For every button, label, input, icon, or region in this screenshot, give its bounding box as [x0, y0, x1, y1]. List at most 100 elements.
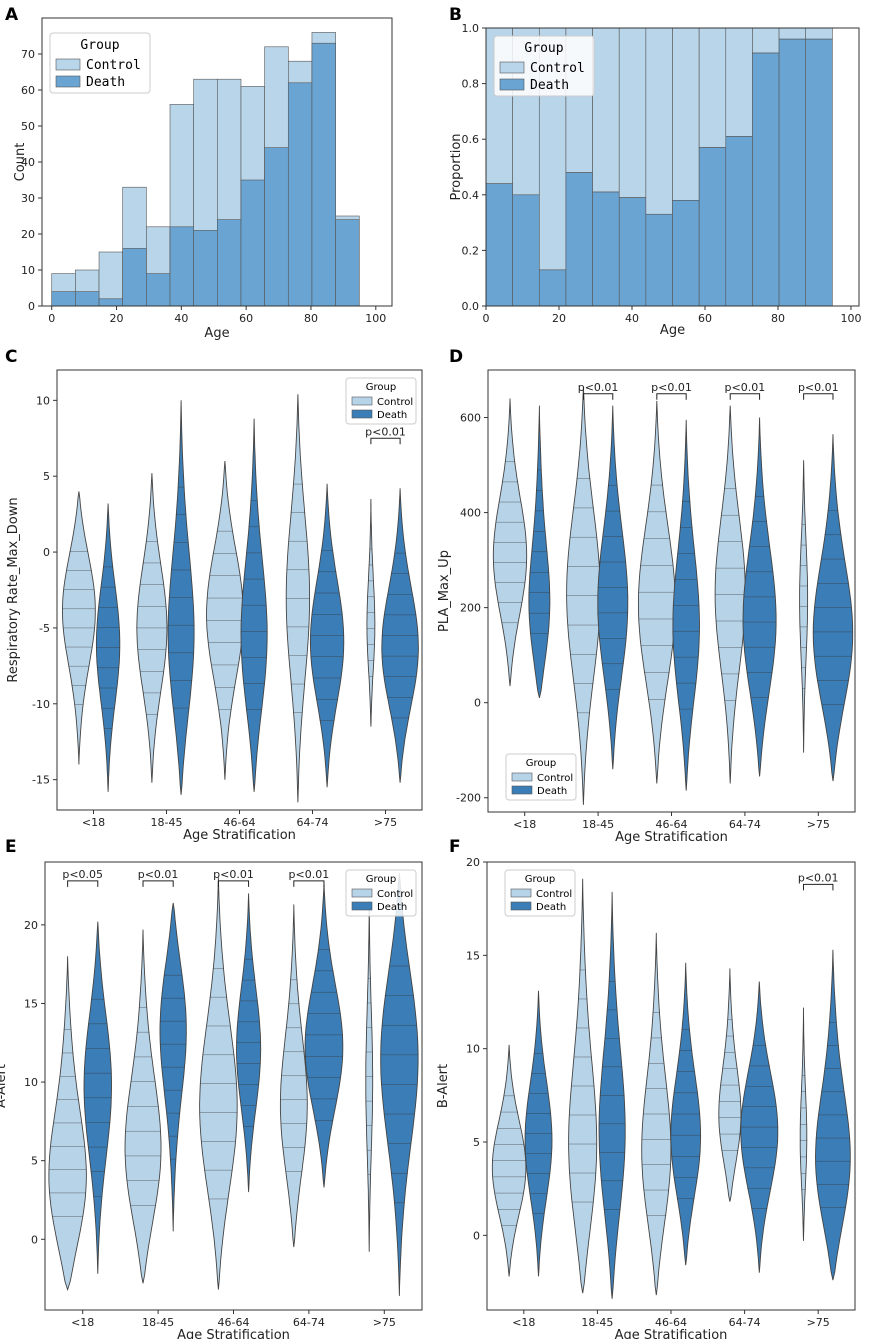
significance-bracket	[656, 393, 687, 400]
panel-b: B 0 20 40 60 80 100 0.0 0.2 0.4 0.6 0.8 1.0 Age Propor…	[449, 5, 861, 338]
y-tick-label: 0	[31, 1233, 38, 1246]
panel-f: Fp<0.01 <18 18-45 46-64 64-74 >75 0 5 10 15 20 Age …	[436, 837, 856, 1339]
x-tick-label: 46-64	[655, 1316, 687, 1329]
x-tick-label: 40	[625, 312, 639, 325]
legend-swatch-death	[55, 75, 81, 88]
x-axis-label: Age Stratification	[615, 1328, 728, 1339]
x-tick-label: 64-74	[729, 1316, 761, 1329]
x-axis-label: Age	[660, 323, 685, 338]
y-tick-label: 20	[24, 919, 38, 932]
y-tick-label: 0.6	[462, 133, 480, 146]
legend-label-control: Control	[536, 889, 572, 900]
panel-d: Dp<0.01 p<0.01 p<0.01 p<0.01 <18 18-45 46-64 64…	[437, 347, 856, 845]
bar-control	[645, 27, 673, 215]
significance-label: p<0.05	[62, 868, 103, 881]
bar-death	[565, 172, 593, 307]
bar-control	[698, 27, 727, 148]
bar-death	[146, 273, 171, 307]
x-tick-label: 80	[771, 312, 785, 325]
legend-title: Group	[525, 874, 555, 885]
bar-death	[485, 183, 513, 307]
y-tick-label: 400	[460, 507, 481, 520]
y-tick-label: 10	[36, 394, 50, 407]
y-tick-label: 5	[43, 470, 50, 483]
panel-label-f: F	[449, 837, 461, 857]
bar-death	[538, 269, 567, 307]
x-tick-label: 100	[365, 312, 386, 325]
legend-label-control: Control	[377, 889, 413, 900]
x-tick-label: 60	[239, 312, 253, 325]
bar-control	[672, 27, 700, 201]
y-tick-label: 20	[466, 856, 480, 869]
x-tick-label: <18	[82, 816, 105, 829]
bar-death	[672, 200, 700, 307]
y-tick-label: 60	[21, 84, 35, 97]
x-tick-label: 64-74	[297, 816, 329, 829]
bar-control	[592, 27, 620, 193]
y-tick-label: -5	[39, 622, 50, 635]
bar-control	[725, 27, 753, 137]
y-tick-label: -200	[456, 792, 481, 805]
significance-label: p<0.01	[798, 381, 839, 394]
y-axis-label: Respiratory Rate_Max_Down	[6, 497, 21, 682]
legend-label-death: Death	[530, 78, 569, 93]
y-tick-label: 0.2	[462, 244, 480, 257]
y-tick-label: 0	[43, 546, 50, 559]
bar-death	[698, 147, 727, 307]
y-tick-label: 0	[473, 1229, 480, 1242]
bar-death	[122, 248, 147, 307]
legend-swatch-control	[510, 888, 532, 898]
y-tick-label: 0	[28, 300, 35, 313]
y-tick-label: 600	[460, 412, 481, 425]
bar-control	[778, 27, 807, 40]
legend-label-control: Control	[86, 58, 141, 73]
legend-swatch-control	[499, 61, 525, 74]
legend-label-control: Control	[377, 397, 413, 408]
y-tick-label: 10	[466, 1043, 480, 1056]
legend-title: Group	[366, 382, 396, 393]
x-tick-label: <18	[71, 1316, 94, 1329]
bar-death	[240, 179, 265, 307]
x-tick-label: 80	[304, 312, 318, 325]
y-tick-label: 0.4	[462, 189, 480, 202]
y-tick-label: 70	[21, 48, 35, 61]
y-tick-label: 40	[21, 156, 35, 169]
legend-swatch-death	[351, 901, 373, 911]
axes-frame	[485, 27, 860, 307]
bar-death	[592, 191, 620, 307]
panel-label-b: B	[449, 5, 462, 25]
bar-death	[75, 291, 100, 307]
legend-title: Group	[524, 41, 563, 56]
panel-label-a: A	[5, 5, 19, 25]
y-tick-label: -10	[32, 698, 50, 711]
y-tick-label: 0.0	[462, 300, 480, 313]
panel-a: A 0 20 40 60 80 100 0 10 20 30 40 50 60 70 Age Count Grou…	[5, 5, 393, 341]
x-tick-label: 18-45	[582, 818, 614, 831]
x-tick-label: 18-45	[151, 816, 183, 829]
y-tick-label: 20	[21, 228, 35, 241]
legend-label-control: Control	[530, 61, 585, 76]
legend-title: Group	[366, 874, 396, 885]
y-axis-label: A-Alert	[0, 1064, 9, 1108]
x-tick-label: 40	[174, 312, 188, 325]
bar-death	[51, 291, 76, 307]
bar-death	[169, 226, 194, 307]
bar-death	[98, 298, 123, 307]
significance-label: p<0.01	[365, 425, 406, 438]
x-tick-label: 18-45	[581, 1316, 613, 1329]
significance-bracket	[802, 883, 834, 891]
significance-label: p<0.01	[138, 868, 179, 881]
significance-label: p<0.01	[578, 381, 619, 394]
significance-label: p<0.01	[213, 868, 254, 881]
y-tick-label: 1.0	[462, 22, 480, 35]
y-tick-label: 200	[460, 602, 481, 615]
significance-bracket	[803, 393, 834, 400]
panel-label-c: C	[5, 347, 17, 367]
legend-title: Group	[80, 38, 119, 53]
x-tick-label: >75	[807, 1316, 830, 1329]
x-tick-label: <18	[513, 818, 536, 831]
x-tick-label: 20	[110, 312, 124, 325]
x-tick-label: 46-64	[224, 816, 256, 829]
x-axis-label: Age Stratification	[183, 828, 296, 843]
